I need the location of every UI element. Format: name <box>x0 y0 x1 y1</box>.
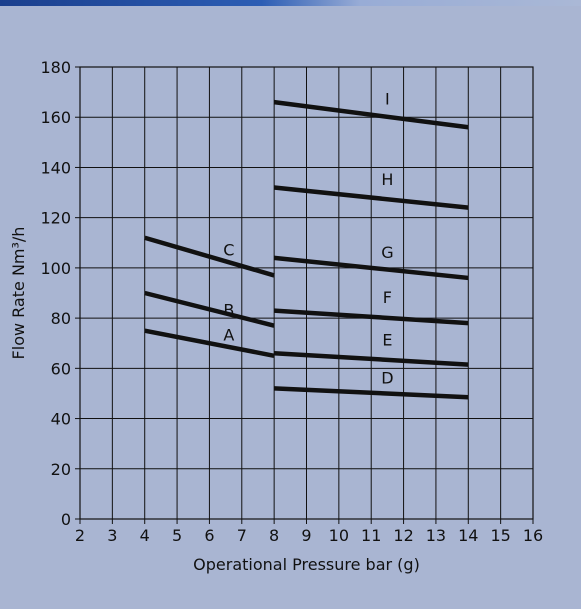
y-tick-label: 80 <box>51 309 71 328</box>
y-tick-label: 100 <box>40 259 71 278</box>
y-tick-label: 20 <box>51 460 71 479</box>
x-tick-label: 2 <box>75 526 85 545</box>
series-labels: AB C DE F G H I <box>223 90 393 388</box>
x-axis-label: Operational Pressure bar (g) <box>193 555 420 574</box>
y-axis-label: Flow Rate Nm³/h <box>9 227 28 360</box>
series-line-h <box>273 185 469 210</box>
y-tick-label: 60 <box>51 359 71 378</box>
x-tick-label: 6 <box>204 526 214 545</box>
x-tick-label: 14 <box>458 526 478 545</box>
series-line-f <box>273 308 469 326</box>
series-label-g: G <box>381 243 393 262</box>
tick-labels: 2 3 4 5 6 7 8 9 10 11 12 13 14 15 16020406080100120140… <box>40 58 543 545</box>
x-tick-label: 13 <box>426 526 446 545</box>
x-tick-label: 9 <box>301 526 311 545</box>
series-label-d: D <box>381 368 393 387</box>
x-tick-label: 10 <box>329 526 349 545</box>
series-line-a <box>144 328 275 358</box>
series-line-e <box>274 351 469 367</box>
x-tick-label: 4 <box>140 526 150 545</box>
y-tick-label: 0 <box>61 510 71 529</box>
y-tick-label: 40 <box>51 410 71 429</box>
series-label-c: C <box>223 240 234 259</box>
series-line-i <box>273 99 469 130</box>
series-label-e: E <box>382 331 392 350</box>
series-line-d <box>274 386 469 400</box>
x-tick-label: 11 <box>361 526 381 545</box>
series-label-h: H <box>381 170 393 189</box>
series-label-f: F <box>383 288 392 307</box>
y-tick-label: 140 <box>40 158 71 177</box>
x-tick-label: 15 <box>490 526 510 545</box>
y-tick-label: 160 <box>40 108 71 127</box>
y-tick-label: 180 <box>40 58 71 77</box>
series-label-i: I <box>385 90 390 109</box>
series-line-g <box>273 255 469 281</box>
x-tick-label: 3 <box>107 526 117 545</box>
x-tick-label: 5 <box>172 526 182 545</box>
series-lines <box>144 99 469 400</box>
x-tick-label: 12 <box>393 526 413 545</box>
series-label-b: B <box>223 301 234 320</box>
series-line-b <box>144 290 275 328</box>
x-tick-label: 16 <box>523 526 543 545</box>
grid-lines <box>75 66 534 524</box>
y-tick-label: 120 <box>40 209 71 228</box>
series-label-a: A <box>223 326 234 345</box>
x-tick-label: 8 <box>269 526 279 545</box>
header-strip <box>0 0 581 6</box>
x-tick-label: 7 <box>237 526 247 545</box>
series-line-c <box>144 235 275 278</box>
